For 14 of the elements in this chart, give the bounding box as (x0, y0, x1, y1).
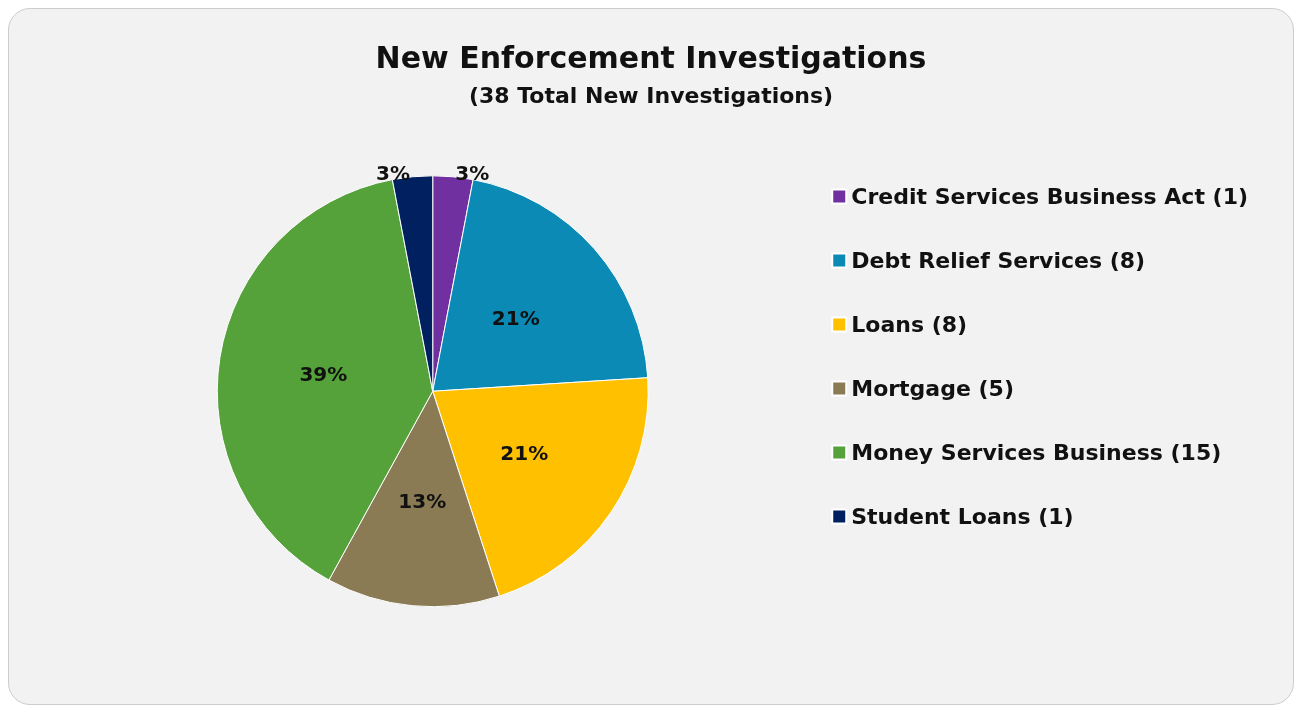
chart-subtitle: (38 Total New Investigations) (468, 82, 834, 108)
legend-label: Loans (8) (851, 312, 968, 337)
legend-label: Credit Services Business Act (1) (851, 184, 1249, 209)
chart-title: New Enforcement Investigations (375, 39, 927, 75)
legend-label: Student Loans (1) (851, 504, 1074, 529)
legend-label: Money Services Business (15) (851, 440, 1222, 465)
data-label: 13% (398, 489, 447, 514)
data-label: 3% (376, 160, 411, 185)
data-label: 39% (299, 361, 348, 386)
data-label: 21% (500, 441, 549, 466)
data-label: 21% (491, 306, 540, 331)
legend-label: Mortgage (5) (851, 376, 1014, 401)
data-label: 3% (455, 160, 490, 185)
legend-label: Debt Relief Services (8) (851, 248, 1146, 273)
